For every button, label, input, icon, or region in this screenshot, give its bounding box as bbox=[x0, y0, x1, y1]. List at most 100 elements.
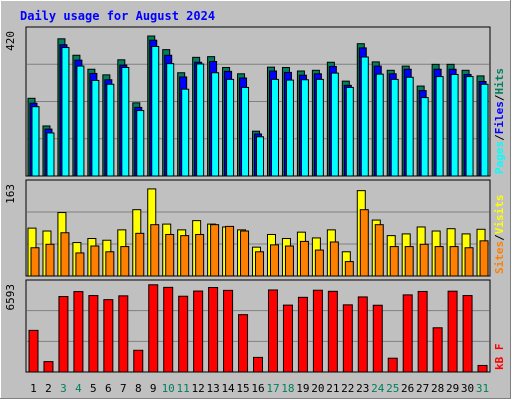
legend-item: kB F bbox=[493, 344, 506, 371]
day-label: 6 bbox=[105, 382, 112, 395]
bar-sites bbox=[434, 246, 444, 277]
day-label: 13 bbox=[206, 382, 219, 395]
bar-sites bbox=[374, 224, 384, 277]
day-label: 15 bbox=[236, 382, 249, 395]
day-label: 20 bbox=[311, 382, 324, 395]
bar-pages bbox=[375, 73, 384, 177]
bar-sites bbox=[449, 246, 459, 277]
bar-kbytes bbox=[148, 284, 159, 373]
bar-pages bbox=[91, 79, 100, 177]
bar-kbytes bbox=[477, 364, 488, 373]
bar-sites bbox=[30, 247, 40, 277]
bar-pages bbox=[390, 78, 399, 177]
bar-sites bbox=[419, 243, 429, 277]
day-label: 22 bbox=[341, 382, 354, 395]
day-label: 31 bbox=[476, 382, 489, 395]
bar-pages bbox=[256, 136, 265, 177]
bar-kbytes bbox=[312, 289, 323, 373]
legend-item: Files bbox=[493, 101, 506, 134]
hits-files-pages-panel: 420 Pages/Files/Hits bbox=[4, 26, 506, 177]
bar-pages bbox=[241, 86, 250, 177]
bar-sites bbox=[165, 233, 175, 277]
day-label: 23 bbox=[356, 382, 369, 395]
bar-pages bbox=[285, 79, 294, 177]
bar-sites bbox=[359, 209, 369, 277]
bar-pages bbox=[360, 56, 369, 177]
bar-kbytes bbox=[253, 356, 264, 373]
bar-pages bbox=[300, 79, 309, 177]
bar-pages bbox=[345, 86, 354, 177]
day-label: 26 bbox=[401, 382, 414, 395]
y-max-label: 420 bbox=[4, 31, 17, 51]
bar-kbytes bbox=[387, 357, 398, 373]
day-label: 12 bbox=[192, 382, 205, 395]
bar-pages bbox=[435, 76, 444, 177]
bar-kbytes bbox=[402, 294, 413, 373]
bar-pages bbox=[121, 67, 130, 177]
day-label: 4 bbox=[75, 382, 82, 395]
day-label: 30 bbox=[461, 382, 474, 395]
day-label: 1 bbox=[30, 382, 37, 395]
bar-kbytes bbox=[447, 290, 458, 373]
bar-kbytes bbox=[43, 361, 54, 373]
day-label: 7 bbox=[120, 382, 127, 395]
bar-kbytes bbox=[417, 290, 428, 373]
day-label: 11 bbox=[177, 382, 190, 395]
day-label: 18 bbox=[281, 382, 294, 395]
bar-sites bbox=[135, 232, 145, 277]
legend-separator: / bbox=[493, 134, 506, 141]
bar-pages bbox=[31, 106, 40, 177]
visits-sites-panel: 163 Sites/Visits bbox=[4, 179, 506, 277]
day-label: 9 bbox=[150, 382, 157, 395]
day-label: 28 bbox=[431, 382, 444, 395]
day-label: 24 bbox=[371, 382, 385, 395]
bar-sites bbox=[60, 232, 70, 277]
bar-kbytes bbox=[238, 314, 249, 373]
chart-title: Daily usage for August 2024 bbox=[20, 9, 215, 23]
bar-kbytes bbox=[208, 287, 219, 373]
bar-pages bbox=[196, 63, 205, 177]
bar-sites bbox=[269, 244, 279, 277]
bar-pages bbox=[420, 97, 429, 177]
bar-sites bbox=[299, 240, 309, 277]
legend: kB F bbox=[493, 344, 506, 371]
bar-kbytes bbox=[372, 304, 383, 373]
bar-kbytes bbox=[297, 296, 308, 373]
bar-kbytes bbox=[357, 296, 368, 373]
legend: Pages/Files/Hits bbox=[493, 68, 506, 174]
legend: Sites/Visits bbox=[493, 195, 506, 275]
bar-kbytes bbox=[28, 329, 39, 373]
bar-pages bbox=[46, 132, 55, 177]
bar-sites bbox=[150, 224, 160, 277]
bar-kbytes bbox=[178, 295, 189, 373]
bar-kbytes bbox=[342, 304, 353, 373]
day-label: 5 bbox=[90, 382, 97, 395]
bar-kbytes bbox=[327, 290, 338, 373]
bar-kbytes bbox=[118, 295, 129, 373]
day-label: 14 bbox=[221, 382, 235, 395]
day-label: 8 bbox=[135, 382, 142, 395]
bar-pages bbox=[76, 65, 85, 177]
bar-kbytes bbox=[432, 327, 443, 373]
kbytes-panel: 6593 kB F bbox=[4, 279, 506, 373]
bar-kbytes bbox=[103, 299, 114, 373]
bar-pages bbox=[315, 78, 324, 177]
legend-separator: / bbox=[493, 94, 506, 101]
bar-sites bbox=[90, 245, 100, 277]
bar-sites bbox=[284, 245, 294, 277]
bar-pages bbox=[226, 78, 235, 177]
day-label: 27 bbox=[416, 382, 429, 395]
bar-pages bbox=[106, 83, 115, 177]
bar-pages bbox=[211, 72, 220, 177]
day-label: 25 bbox=[386, 382, 399, 395]
legend-item: Visits bbox=[493, 195, 506, 235]
day-labels: 1 2 3 4 5 6 7 8 9 10 11 12 13 14 15 16 17 18 19 20 21 22 23 24 2… bbox=[30, 382, 489, 395]
bar-sites bbox=[479, 240, 489, 277]
y-max-label: 163 bbox=[4, 184, 17, 204]
bar-kbytes bbox=[462, 295, 473, 373]
bar-kbytes bbox=[58, 296, 69, 373]
bar-sites bbox=[120, 246, 130, 277]
bar-kbytes bbox=[282, 304, 293, 373]
bar-pages bbox=[136, 110, 145, 177]
bar-sites bbox=[225, 225, 235, 277]
